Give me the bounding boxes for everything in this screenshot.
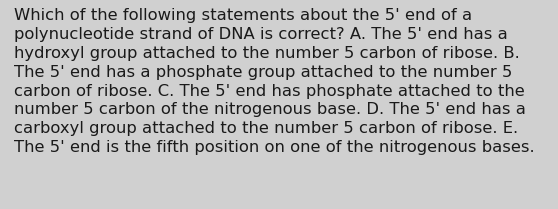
Text: Which of the following statements about the 5' end of a
polynucleotide strand of: Which of the following statements about … — [14, 8, 535, 155]
